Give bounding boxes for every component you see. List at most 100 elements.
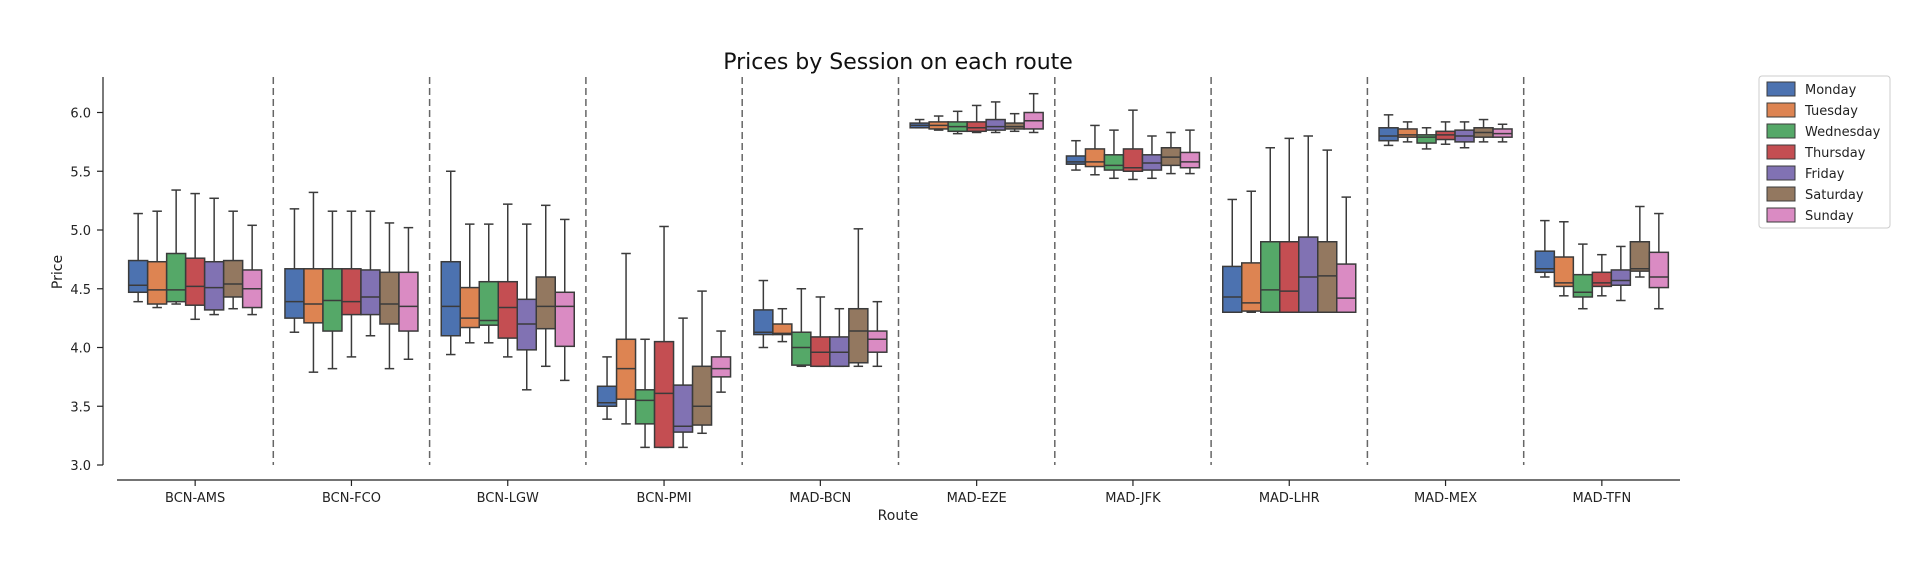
- box: [1553, 221, 1575, 297]
- x-tick-label: MAD-TFN: [1572, 491, 1631, 506]
- box: [867, 300, 888, 368]
- box: [1648, 212, 1670, 310]
- box-iqr: [1648, 251, 1670, 289]
- legend-label: Friday: [1805, 167, 1845, 182]
- box-iqr: [791, 331, 812, 366]
- y-tick-label: 6.0: [70, 107, 91, 122]
- box: [1298, 135, 1319, 313]
- box: [615, 252, 637, 425]
- box: [928, 115, 949, 131]
- box-iqr: [1591, 271, 1613, 288]
- box: [284, 208, 305, 333]
- y-tick-label: 4.0: [70, 342, 91, 357]
- y-tick-label: 5.0: [70, 224, 91, 239]
- box-iqr: [1260, 241, 1281, 313]
- box: [1103, 129, 1125, 180]
- box: [753, 279, 774, 349]
- legend-swatch: [1766, 207, 1796, 223]
- box: [985, 101, 1006, 134]
- x-tick-label: MAD-JFK: [1105, 491, 1161, 506]
- box: [478, 223, 499, 344]
- box-iqr: [1279, 241, 1300, 313]
- box: [1435, 121, 1456, 145]
- route-group: [1534, 205, 1670, 310]
- legend-item: Saturday: [1766, 186, 1864, 203]
- route-group: [1378, 114, 1513, 150]
- box: [322, 210, 343, 370]
- x-tick-label: BCN-PMI: [637, 491, 692, 506]
- box-iqr: [772, 323, 793, 336]
- legend-label: Thursday: [1804, 146, 1866, 161]
- y-ticks: 3.0 3.5 4.0 4.5 5.0 5.5 6.0: [70, 107, 103, 474]
- box-iqr: [1629, 241, 1651, 272]
- box: [1279, 137, 1300, 313]
- chart-title: Prices by Session on each route: [723, 50, 1073, 75]
- box: [1629, 205, 1651, 278]
- box-iqr: [710, 356, 732, 378]
- box-iqr: [184, 257, 206, 306]
- box-iqr: [1553, 256, 1575, 288]
- box: [634, 338, 656, 449]
- y-axis-label: Price: [50, 255, 66, 289]
- box: [772, 307, 793, 343]
- box: [165, 189, 187, 305]
- legend-swatch: [1766, 144, 1796, 160]
- legend-label: Wednesday: [1805, 125, 1881, 140]
- box-iqr: [127, 259, 149, 294]
- box: [710, 330, 732, 393]
- box-iqr: [1222, 265, 1243, 313]
- box: [459, 223, 480, 344]
- box: [848, 228, 869, 368]
- route-group: [596, 225, 732, 449]
- route-group: [1065, 109, 1201, 181]
- box-iqr: [1378, 127, 1399, 142]
- box-iqr: [398, 271, 419, 332]
- box: [1378, 114, 1399, 147]
- box: [535, 204, 556, 368]
- box: [1591, 253, 1613, 297]
- box: [303, 191, 324, 373]
- legend-item: Thursday: [1766, 144, 1866, 161]
- box-iqr: [341, 268, 362, 316]
- box-iqr: [379, 271, 400, 325]
- x-tick-label: MAD-MEX: [1414, 491, 1477, 506]
- box: [360, 210, 381, 337]
- box: [947, 110, 968, 135]
- legend-item: Sunday: [1766, 207, 1854, 224]
- box-iqr: [1317, 241, 1338, 313]
- box-iqr: [146, 260, 168, 305]
- legend-item: Monday: [1766, 81, 1857, 98]
- box: [966, 104, 987, 134]
- axes: [102, 77, 1680, 481]
- x-tick-label: MAD-BCN: [789, 491, 851, 506]
- box: [1179, 129, 1201, 175]
- box-iqr: [672, 384, 694, 433]
- x-tick-label: BCN-AMS: [165, 491, 225, 506]
- box-iqr: [360, 269, 381, 316]
- box: [1572, 243, 1594, 310]
- box-iqr: [753, 309, 774, 336]
- box: [497, 203, 518, 358]
- x-ticks: BCN-AMS BCN-FCO BCN-LGW BCN-PMI MAD-BCN MAD-E…: [165, 480, 1631, 506]
- legend-swatch: [1766, 186, 1796, 202]
- box-iqr: [867, 330, 888, 353]
- legend-label: Tuesday: [1804, 104, 1858, 119]
- box-iqr: [1610, 269, 1632, 286]
- box: [241, 224, 263, 316]
- y-tick-label: 5.5: [70, 165, 91, 180]
- box: [1473, 118, 1494, 143]
- route-separators: [272, 77, 1525, 465]
- box: [1492, 123, 1513, 143]
- box-iqr: [1179, 151, 1201, 169]
- legend-label: Saturday: [1805, 188, 1864, 203]
- box: [184, 192, 206, 321]
- box: [1141, 135, 1163, 180]
- route-group: [284, 191, 419, 373]
- box: [1023, 92, 1044, 134]
- box: [1336, 196, 1357, 314]
- box-groups: [127, 92, 1670, 449]
- box-iqr: [554, 291, 575, 348]
- y-tick-label: 3.5: [70, 400, 91, 415]
- legend-swatch: [1766, 102, 1796, 118]
